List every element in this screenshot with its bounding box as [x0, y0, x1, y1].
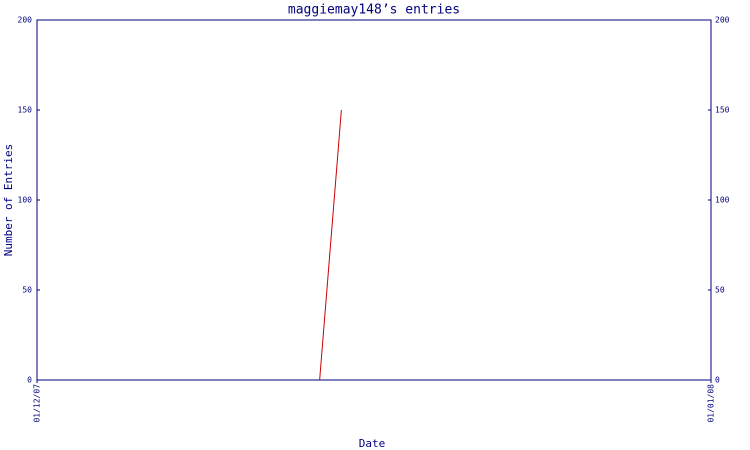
- y-tick-label: 100: [18, 196, 33, 205]
- y-tick-label: 50: [22, 286, 32, 295]
- y2-tick-label: 150: [715, 106, 730, 115]
- plot-frame: [36, 19, 712, 381]
- x-tick-label: 01/01/08: [707, 384, 716, 423]
- data-line: [319, 109, 342, 381]
- y-axis-label: Number of Entries: [2, 144, 15, 257]
- y-tick-label: 0: [27, 376, 32, 385]
- x-tick-label: 01/12/07: [33, 384, 42, 423]
- y2-tick-label: 100: [715, 196, 730, 205]
- y2-tick-label: 0: [715, 376, 720, 385]
- y-tick-label: 150: [18, 106, 33, 115]
- y2-tick-label: 50: [715, 286, 725, 295]
- chart-title: maggiemay148’s entries: [288, 3, 460, 18]
- y-tick-label: 200: [18, 16, 33, 25]
- y2-tick-label: 200: [715, 16, 730, 25]
- x-axis-label: Date: [359, 437, 386, 450]
